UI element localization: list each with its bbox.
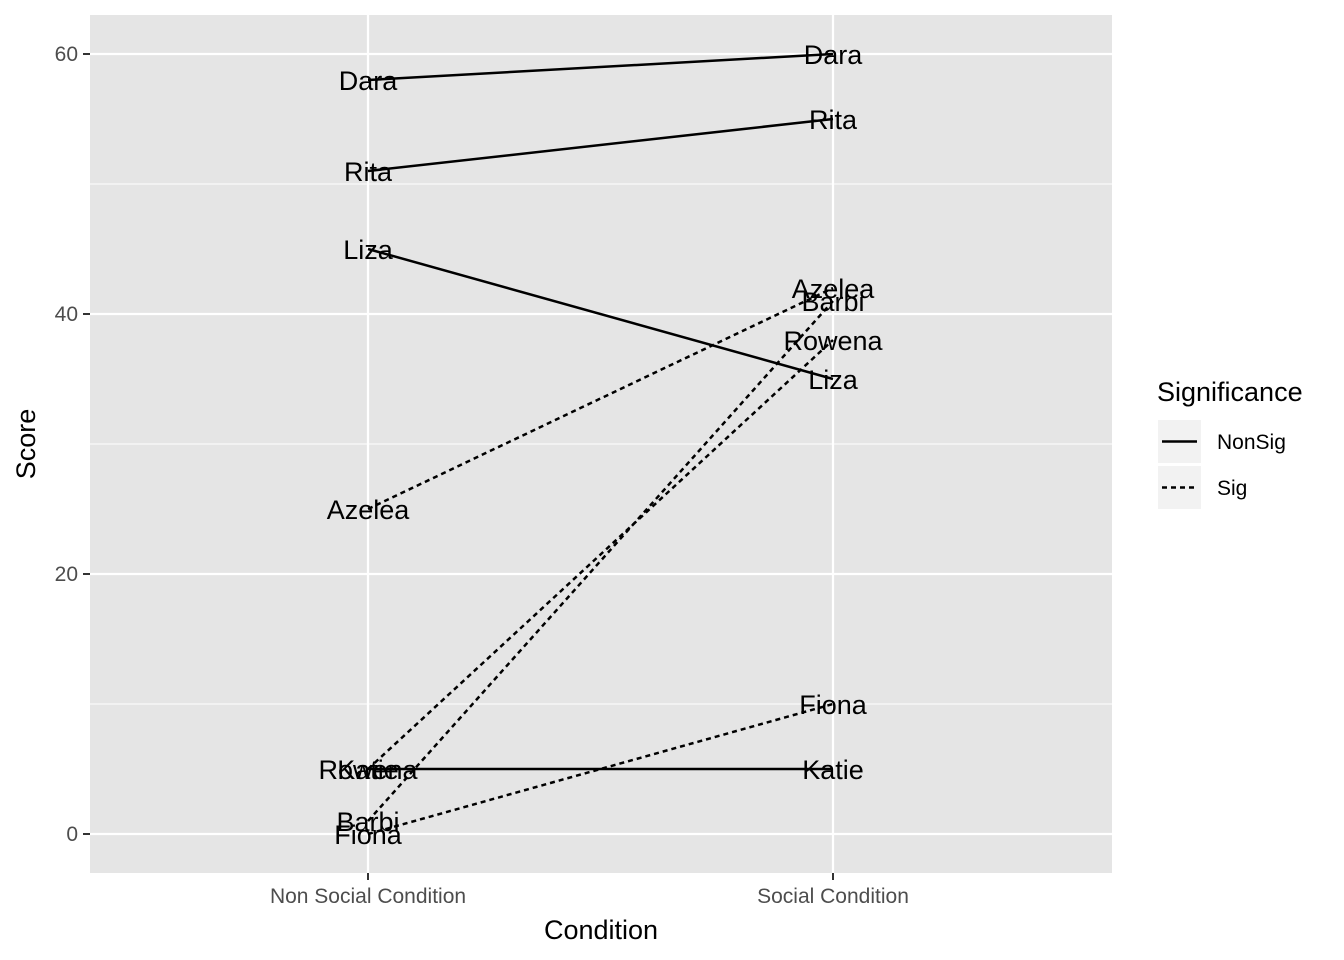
point-label-rita: Rita xyxy=(809,105,858,135)
x-tick-label: Social Condition xyxy=(757,885,909,908)
point-label-rita: Rita xyxy=(344,157,393,187)
legend-title: Significance xyxy=(1157,377,1303,407)
point-label-dara: Dara xyxy=(339,66,399,96)
minor-gridlines xyxy=(90,183,1112,705)
point-labels: Dara Dara Rita Rita Liza Liza Katie Katie Azelea… xyxy=(318,40,883,850)
series-line-rowena xyxy=(367,339,834,770)
series-line-azelea xyxy=(367,286,834,511)
point-label-katie: Katie xyxy=(337,755,399,785)
point-label-katie: Katie xyxy=(802,755,864,785)
point-label-liza: Liza xyxy=(808,365,859,395)
series-lines xyxy=(367,52,834,836)
point-label-fiona: Fiona xyxy=(799,690,868,720)
series-line-rita xyxy=(367,117,834,173)
y-axis: 0 20 40 60 xyxy=(55,43,90,846)
point-label-rowena: Rowena xyxy=(318,755,418,785)
legend: Significance NonSig Sig xyxy=(1157,377,1303,509)
series-line-liza xyxy=(367,247,834,381)
x-axis: Non Social Condition Social Condition xyxy=(270,873,909,908)
point-label-fiona: Fiona xyxy=(334,820,403,850)
point-label-rowena: Rowena xyxy=(783,326,883,356)
y-tick-label: 20 xyxy=(55,563,78,586)
series-line-dara xyxy=(367,52,834,82)
point-label-barbi: Barbi xyxy=(801,287,864,317)
point-label-barbi: Barbi xyxy=(336,807,399,837)
point-label-azelea: Azelea xyxy=(327,495,411,525)
legend-label-sig: Sig xyxy=(1217,477,1247,500)
point-label-liza: Liza xyxy=(343,235,394,265)
x-tick-label: Non Social Condition xyxy=(270,885,466,908)
y-tick-label: 40 xyxy=(55,303,78,326)
y-axis-title: Score xyxy=(11,409,41,480)
y-tick-label: 60 xyxy=(55,43,78,66)
point-label-dara: Dara xyxy=(804,40,864,70)
y-tick-label: 0 xyxy=(66,823,78,846)
point-label-azelea: Azelea xyxy=(792,274,876,304)
x-axis-title: Condition xyxy=(544,915,658,945)
legend-label-nonsig: NonSig xyxy=(1217,431,1286,454)
